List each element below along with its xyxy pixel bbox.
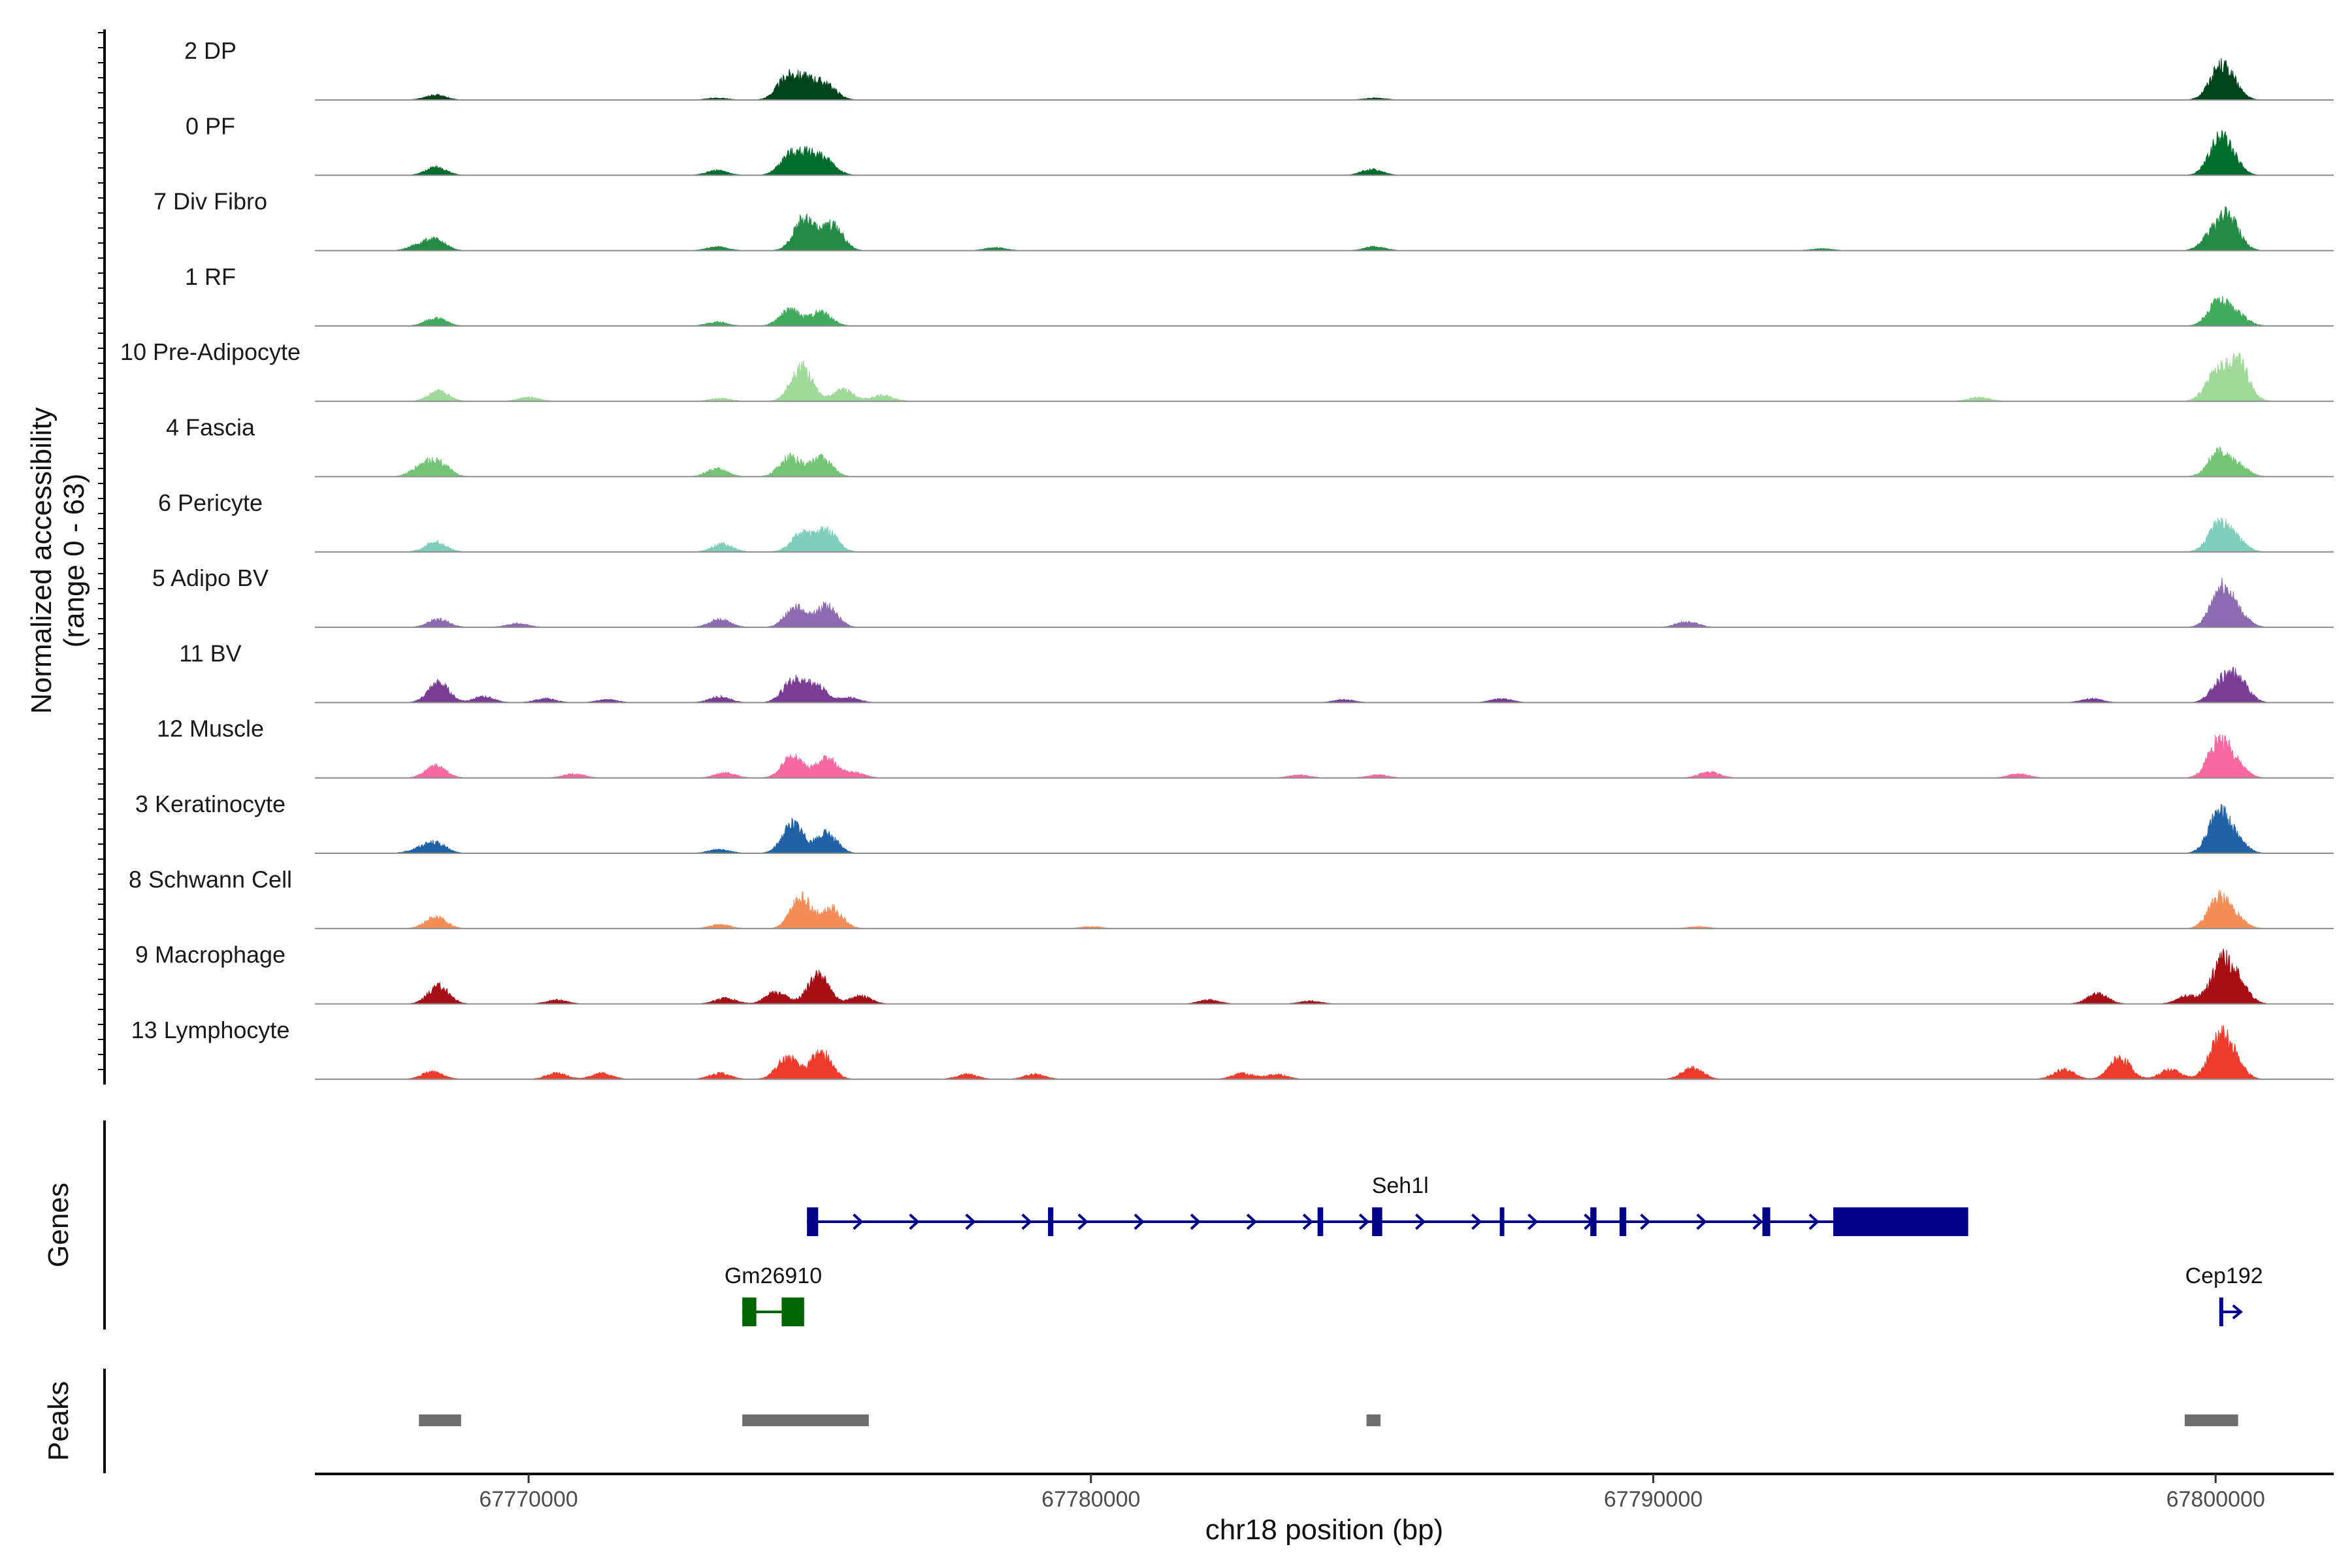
strand-arrow [1302, 1213, 1314, 1230]
track-2-dp: 2 DP [184, 37, 2334, 101]
strand-arrow [1077, 1213, 1088, 1230]
track-5-adipo-bv: 5 Adipo BV [152, 564, 2334, 629]
coverage-area [315, 295, 2334, 327]
strand-arrow [1471, 1213, 1482, 1230]
coverage-area [315, 1024, 2334, 1080]
track-9-macrophage: 9 Macrophage [135, 941, 2334, 1005]
coverage-area [315, 578, 2334, 628]
track-8-schwann-cell: 8 Schwann Cell [129, 866, 2334, 930]
strand-arrow [965, 1213, 976, 1230]
strand-arrow [1358, 1213, 1370, 1230]
track-label: 1 RF [185, 263, 236, 290]
gene-exon [807, 1207, 819, 1236]
strand-arrow [1190, 1213, 1201, 1230]
strand-arrow [1021, 1213, 1032, 1230]
y-axis-title: Normalized accessibility [25, 407, 57, 713]
track-label: 9 Macrophage [135, 941, 286, 968]
track-label: 3 Keratinocyte [135, 791, 286, 817]
coverage-area [315, 666, 2334, 704]
strand-arrow [853, 1213, 864, 1230]
peaks-panel-title: Peaks [42, 1381, 74, 1461]
track-label: 0 PF [186, 112, 235, 139]
genes-panel-title: Genes [42, 1183, 74, 1267]
coverage-area [315, 734, 2334, 779]
strand-arrow [1134, 1213, 1145, 1230]
strand-arrow [1808, 1213, 1820, 1230]
track-10-pre-adipocyte: 10 Pre-Adipocyte [120, 338, 2334, 402]
gene-exon [1590, 1207, 1597, 1236]
track-label: 4 Fascia [166, 414, 255, 441]
peak-region [2184, 1414, 2238, 1426]
accessibility-y-ticks [98, 32, 105, 1070]
coverage-tracks: 2 DP 0 PF 7 Div Fibro 1 RF 10 Pre-Adipocyte 4… [120, 37, 2334, 1080]
strand-arrow [1640, 1213, 1651, 1230]
x-tick-label: 67770000 [479, 1487, 578, 1512]
track-0-pf: 0 PF [186, 112, 2334, 176]
peaks-panel [419, 1414, 2238, 1426]
strand-arrow [1752, 1213, 1763, 1230]
gene-cep192: Cep192 [2185, 1264, 2263, 1326]
coverage-area [315, 949, 2334, 1005]
coverage-area [315, 890, 2334, 929]
gene-exon [1372, 1207, 1382, 1236]
coverage-area [315, 206, 2334, 252]
track-label: 13 Lymphocyte [131, 1017, 290, 1043]
track-3-keratinocyte: 3 Keratinocyte [135, 791, 2334, 854]
strand-arrow [1527, 1213, 1539, 1230]
track-13-lymphocyte: 13 Lymphocyte [131, 1017, 2334, 1080]
track-label: 8 Schwann Cell [129, 866, 292, 892]
x-axis-ticks: 67770000 67780000 67790000 67800000 [479, 1474, 2265, 1512]
peak-region [1366, 1414, 1381, 1426]
x-tick-label: 67780000 [1041, 1487, 1140, 1512]
x-axis-title: chr18 position (bp) [1205, 1514, 1443, 1546]
track-label: 6 Pericyte [158, 489, 263, 516]
x-tick-label: 67790000 [1604, 1487, 1703, 1512]
strand-arrow [909, 1213, 920, 1230]
gene-exon [1317, 1207, 1324, 1236]
gene-exon [1762, 1207, 1771, 1236]
coverage-area [315, 804, 2334, 854]
coverage-area [315, 57, 2334, 101]
track-1-rf: 1 RF [185, 263, 2334, 327]
x-tick-label: 67800000 [2166, 1487, 2265, 1512]
genes-panel: Seh1l Gm26910 Cep192 [725, 1173, 2263, 1326]
track-label: 7 Div Fibro [154, 188, 267, 215]
coverage-area [315, 351, 2334, 402]
coverage-area [315, 446, 2334, 478]
strand-arrow [1246, 1213, 1258, 1230]
strand-arrow [2232, 1304, 2243, 1320]
gene-gm26910: Gm26910 [725, 1264, 822, 1326]
track-label: 2 DP [184, 37, 237, 64]
track-7-div-fibro: 7 Div Fibro [154, 188, 2334, 252]
gene-label: Seh1l [1372, 1173, 1429, 1198]
y-axis-range-subtitle: (range 0 - 63) [58, 474, 90, 648]
gene-exon [1049, 1207, 1054, 1236]
gene-label: Gm26910 [725, 1264, 822, 1288]
track-label: 12 Muscle [157, 715, 264, 742]
strand-arrow [1414, 1213, 1426, 1230]
track-label: 10 Pre-Adipocyte [120, 338, 301, 365]
peak-region [419, 1414, 461, 1426]
gene-exon [742, 1298, 757, 1326]
gene-seh1l: Seh1l [807, 1173, 1968, 1236]
gene-exon [781, 1298, 804, 1326]
coverage-area [315, 517, 2334, 553]
track-label: 11 BV [179, 640, 241, 666]
track-label: 5 Adipo BV [152, 564, 269, 591]
gene-exon [1619, 1207, 1627, 1236]
track-12-muscle: 12 Muscle [157, 715, 2334, 779]
track-6-pericyte: 6 Pericyte [158, 489, 2334, 553]
strand-arrow [1696, 1213, 1707, 1230]
peak-region [742, 1414, 869, 1426]
gene-label: Cep192 [2185, 1264, 2263, 1288]
gene-exon [1499, 1207, 1505, 1236]
gene-exon [1833, 1207, 1968, 1236]
track-11-bv: 11 BV [179, 640, 2334, 704]
track-4-fascia: 4 Fascia [166, 414, 2334, 478]
coverage-area [315, 130, 2334, 176]
